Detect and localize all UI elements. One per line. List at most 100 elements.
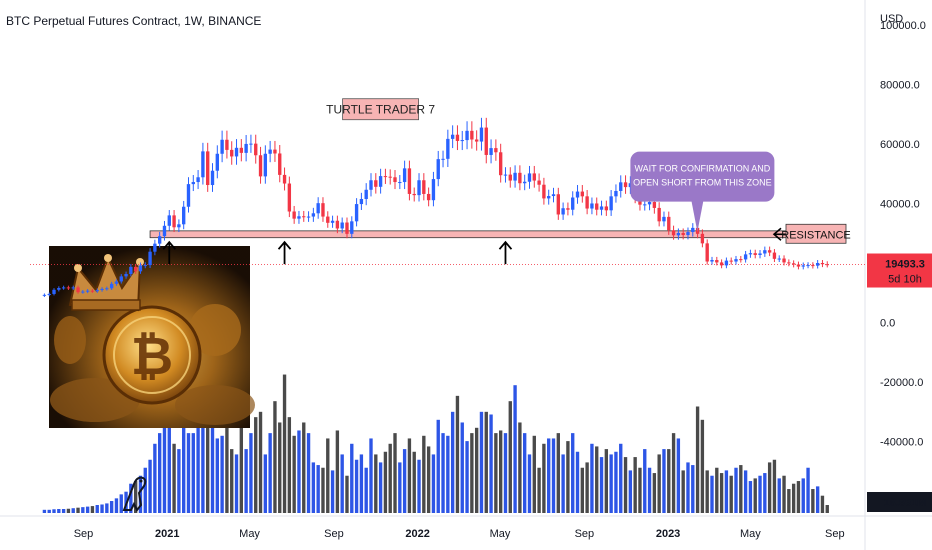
volume-bar (556, 433, 560, 513)
candle (100, 287, 104, 292)
resistance-zone[interactable]: RESISTANCE (149, 223, 851, 244)
candle (825, 261, 829, 268)
volume-bar (695, 406, 700, 513)
volume-bar (619, 443, 623, 513)
volume-bar (811, 489, 815, 513)
volume-bar (561, 454, 565, 513)
volume-bar (215, 438, 219, 513)
candle (743, 250, 748, 263)
volume-bar (623, 457, 628, 513)
candle (402, 160, 407, 190)
volume-bar (532, 435, 536, 513)
volume-bar (777, 478, 781, 513)
volume-bar (806, 467, 810, 513)
tradingview-logo (122, 476, 147, 512)
candle (657, 202, 661, 227)
volume-bar (518, 422, 522, 513)
volume-bar (503, 433, 508, 513)
candle (628, 176, 633, 194)
candle (61, 285, 66, 290)
volume-bar (748, 481, 753, 513)
volume-bar (412, 451, 416, 513)
candle (398, 175, 402, 190)
turtle-trader-label-box (342, 98, 420, 121)
candle (604, 200, 609, 216)
last-price-label: 19493.3 (885, 259, 925, 271)
up-arrow-icon (162, 240, 176, 265)
candle (378, 168, 383, 194)
candle (599, 200, 604, 216)
candle (619, 175, 623, 198)
candle (114, 279, 119, 286)
volume-bar (513, 385, 517, 513)
callout-bubble (630, 151, 775, 202)
volume-bar (782, 475, 786, 513)
callout-text-line: WAIT FOR CONFIRMATION AND (634, 164, 770, 174)
volume-bar (177, 449, 181, 513)
volume-bar (662, 449, 666, 513)
volume-bar (66, 508, 71, 513)
volume-bar (547, 438, 551, 513)
volume-bar (378, 462, 383, 513)
candle (143, 262, 147, 269)
volume-bar (206, 411, 210, 513)
candle (667, 211, 671, 235)
candle (787, 259, 791, 267)
volume-bar (724, 470, 729, 513)
candle (782, 255, 786, 266)
candle (364, 183, 368, 206)
candle (105, 286, 109, 291)
candle (172, 210, 176, 233)
candle (705, 239, 709, 265)
volume-bar (566, 441, 570, 513)
price-tick-label: -40000.0 (880, 437, 923, 449)
volume-bar (537, 467, 541, 513)
candle (345, 217, 349, 239)
volume-bar (523, 433, 527, 513)
volume-bar (282, 374, 287, 513)
candle (537, 173, 541, 192)
candle (710, 256, 714, 265)
candle (412, 187, 416, 202)
candle (436, 150, 440, 187)
volume-bar (148, 459, 152, 513)
volume-bar (182, 422, 186, 513)
candle (124, 271, 128, 279)
candle (508, 167, 512, 188)
candle (95, 288, 99, 293)
volume-bar (542, 443, 546, 513)
candle (614, 184, 618, 203)
candle (354, 198, 359, 227)
candle (777, 255, 781, 263)
volume-bar (489, 414, 493, 513)
volume-bar (527, 454, 532, 513)
candle (254, 134, 258, 164)
candle (311, 207, 316, 222)
candle (498, 143, 503, 183)
time-tick-label: Sep (575, 528, 595, 540)
candle (287, 176, 292, 218)
volume-bar (76, 507, 80, 513)
candle (523, 174, 527, 191)
volume-bar (604, 449, 609, 513)
candle (681, 228, 685, 240)
chart-title: BTC Perpetual Futures Contract, 1W, BINA… (6, 14, 262, 28)
volume-bar (599, 457, 604, 513)
volume-bar (172, 443, 176, 513)
volume-bar (691, 465, 695, 513)
volume-bar (345, 475, 349, 513)
candle (268, 140, 272, 163)
candle (278, 145, 282, 183)
candle (446, 129, 450, 168)
volume-bar (575, 451, 580, 513)
candle (282, 167, 287, 191)
volume-bar (484, 411, 488, 513)
time-tick-label: 2023 (656, 528, 680, 540)
volume-bar (57, 509, 61, 513)
volume-bar (100, 504, 104, 513)
volume-bar (42, 509, 47, 513)
candle (691, 223, 695, 237)
candle (767, 246, 772, 257)
volume-bar (311, 462, 316, 513)
